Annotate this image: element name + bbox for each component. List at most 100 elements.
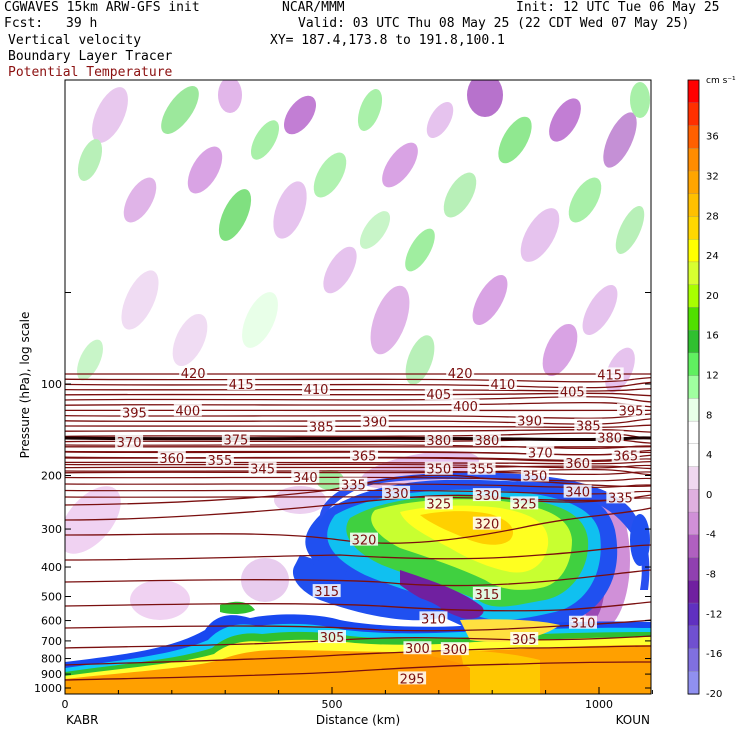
theta-label: 395 — [619, 404, 644, 419]
isentrope — [65, 470, 651, 475]
colorbar-swatch — [687, 534, 700, 559]
theta-label: 300 — [405, 642, 430, 657]
field-boundary-layer-tracer: Boundary Layer Tracer — [8, 49, 173, 64]
org-label: NCAR/MMM — [282, 0, 345, 15]
colorbar-swatch — [687, 420, 700, 445]
theta-label: 340 — [565, 486, 590, 501]
colorbar-swatch — [687, 352, 700, 377]
theta-label-bg — [157, 450, 186, 464]
end-station-label: KOUN — [616, 713, 650, 727]
isentrope — [65, 424, 651, 429]
theta-label-bg — [382, 485, 411, 499]
colorbar-swatch — [687, 443, 700, 468]
isentrope — [65, 438, 651, 444]
colorbar-label: 4 — [706, 450, 712, 461]
theta-label-bg — [563, 484, 592, 498]
theta-label: 370 — [117, 436, 142, 451]
theta-label-bg — [606, 490, 635, 504]
colorbar-label: -20 — [706, 689, 722, 700]
theta-label: 355 — [207, 454, 232, 469]
colorbar-swatch — [687, 284, 700, 309]
theta-label: 320 — [474, 518, 499, 533]
isentrope — [65, 635, 651, 649]
theta-label: 325 — [426, 497, 451, 512]
isentrope — [65, 544, 651, 561]
x-tick-label: 500 — [322, 698, 343, 711]
isentrope — [65, 432, 651, 440]
colorbar-label: 12 — [706, 370, 719, 381]
colorbar-label: 32 — [706, 172, 719, 183]
theta-label: 305 — [320, 631, 345, 646]
theta-label: 415 — [229, 378, 254, 393]
colorbar-swatch — [687, 193, 700, 218]
theta-label-bg — [520, 468, 549, 482]
theta-label: 330 — [384, 487, 409, 502]
theta-label-bg — [488, 377, 517, 390]
theta-label-bg — [403, 641, 432, 655]
theta-label-bg — [617, 403, 646, 417]
colorbar: 36 32 28 24 20 16 12 8 4 0 -4 -8 -12 -16 -20 — [687, 79, 722, 700]
theta-label: 320 — [352, 534, 377, 549]
isentrope — [65, 645, 651, 666]
theta-label: 390 — [517, 415, 542, 430]
tropospheric-field — [65, 451, 650, 634]
colorbar-swatch — [687, 125, 700, 149]
theta-label: 365 — [352, 450, 377, 465]
colorbar-swatch — [687, 148, 700, 172]
theta-label-bg — [179, 365, 208, 379]
theta-label-bg — [173, 403, 202, 417]
theta-label: 380 — [597, 432, 622, 447]
theta-label-bg — [307, 419, 336, 433]
init-time: Init: 12 UTC Tue 06 May 25 — [516, 0, 720, 15]
theta-label: 405 — [426, 388, 451, 403]
theta-label-bg — [510, 496, 539, 510]
model-title: CGWAVES 15km ARW-GFS init — [4, 0, 200, 15]
colorbar-label: 0 — [706, 490, 712, 501]
colorbar-swatch — [687, 329, 700, 354]
theta-label: 330 — [474, 489, 499, 504]
theta-label: 355 — [469, 463, 494, 478]
colorbar-label: -4 — [706, 530, 716, 541]
theta-label: 420 — [181, 367, 206, 382]
theta-label: 420 — [448, 367, 473, 382]
y-tick-label: 500 — [41, 590, 62, 603]
colorbar-swatch — [687, 602, 700, 627]
isentrope — [65, 661, 651, 681]
colorbar-swatch — [687, 216, 700, 240]
colorbar-swatch — [687, 466, 700, 490]
isentrope — [65, 463, 651, 469]
cross-section-endpoints: XY= 187.4,173.8 to 191.8,100.1 — [270, 33, 505, 48]
colorbar-swatch — [687, 102, 700, 127]
theta-label: 340 — [293, 471, 318, 486]
isentrope — [65, 601, 651, 612]
field-potential-temperature: Potential Temperature — [8, 65, 173, 80]
colorbar-label: 20 — [706, 291, 719, 302]
theta-label-bg — [563, 456, 592, 470]
theta-label: 315 — [314, 585, 339, 600]
y-tick-label: 600 — [41, 615, 62, 628]
x-tick-label: 0 — [62, 698, 69, 711]
colorbar-label: -12 — [706, 609, 722, 620]
theta-label: 350 — [523, 470, 548, 485]
colorbar-swatch — [687, 671, 700, 695]
theta-label-bg — [291, 469, 320, 483]
colorbar-swatch — [687, 580, 700, 604]
theta-label: 390 — [362, 416, 387, 431]
theta-label: 400 — [175, 404, 200, 419]
theta-label: 380 — [426, 434, 451, 449]
theta-label: 325 — [512, 497, 537, 512]
field-vertical-velocity: Vertical velocity — [8, 33, 142, 48]
theta-label: 310 — [571, 617, 596, 632]
theta-label: 365 — [613, 450, 638, 465]
colorbar-swatch — [687, 375, 700, 400]
colorbar-label: 24 — [706, 251, 719, 262]
theta-label-bg — [472, 488, 501, 502]
theta-label-bg — [424, 387, 453, 401]
isentrope — [65, 444, 651, 449]
theta-label-bg — [446, 365, 475, 379]
isentrope — [65, 507, 651, 544]
colorbar-label: -8 — [706, 569, 716, 580]
plot-frame — [64, 79, 652, 695]
theta-label: 415 — [597, 368, 622, 383]
